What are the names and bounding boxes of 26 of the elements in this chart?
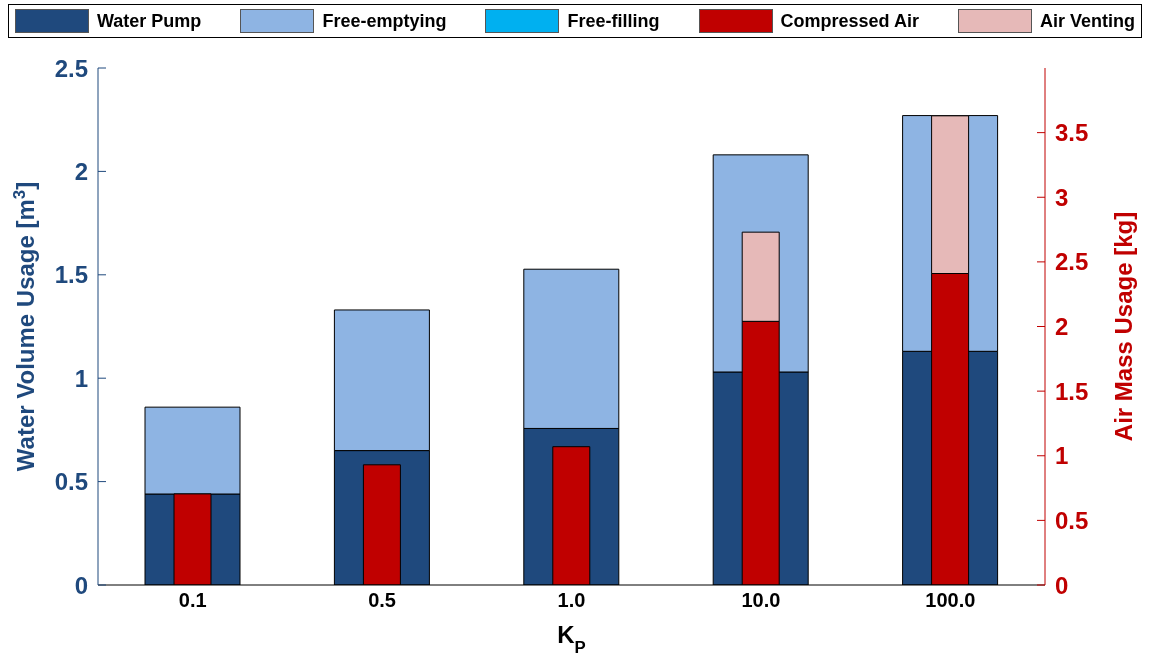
y-tick-label: 2 — [74, 157, 88, 185]
y-tick-label: 1.5 — [54, 261, 88, 289]
legend-label: Water Pump — [96, 9, 202, 33]
y2-tick-label: 0.5 — [1055, 506, 1089, 534]
x-tick-label: 100.0 — [925, 589, 976, 612]
x-tick-label: 0.1 — [178, 589, 207, 612]
y2-tick-label: 1 — [1055, 442, 1069, 470]
x-axis-title: K$_{P}$ — [557, 621, 586, 657]
y2-tick-label: 1.5 — [1055, 377, 1089, 405]
y2-tick-label: 3 — [1055, 183, 1069, 211]
y-tick-label: 0 — [74, 571, 88, 599]
y2-axis-title: Air Mass Usage [kg] — [1110, 211, 1137, 442]
y2-tick-label: 2.5 — [1055, 248, 1089, 276]
x-tick-label: 10.0 — [741, 589, 781, 612]
y-tick-label: 1 — [74, 364, 88, 392]
legend-label: Air Venting — [1038, 9, 1135, 33]
y2-tick-label: 2 — [1055, 313, 1069, 341]
y2-tick-label: 3.5 — [1055, 119, 1089, 147]
x-tick-label: 0.5 — [368, 589, 397, 612]
y2-tick-label: 0 — [1055, 571, 1069, 599]
y-tick-label: 2.5 — [54, 54, 88, 82]
x-tick-label: 1.0 — [557, 589, 586, 612]
legend-label: Compressed Air — [779, 9, 919, 33]
legend-label: Free-filling — [566, 9, 660, 33]
y-tick-label: 0.5 — [54, 468, 88, 496]
legend-label: Free-emptying — [321, 9, 447, 33]
